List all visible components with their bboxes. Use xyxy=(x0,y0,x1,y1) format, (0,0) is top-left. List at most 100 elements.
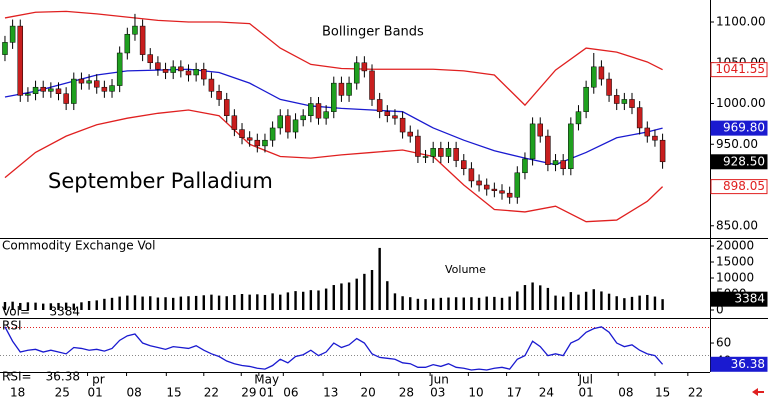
candle-body xyxy=(193,69,199,76)
volume-bar xyxy=(470,297,473,310)
candle-body xyxy=(285,115,291,133)
volume-bar xyxy=(630,296,634,310)
candle-body xyxy=(468,168,475,182)
candle-body xyxy=(25,93,31,96)
volume-bar xyxy=(523,285,527,310)
readout-value: 36.38 xyxy=(46,370,80,384)
volume-bar xyxy=(187,296,190,310)
volume-bar xyxy=(317,290,320,310)
candle-body xyxy=(109,85,115,92)
candle-body xyxy=(483,184,490,190)
candle-body xyxy=(246,137,253,141)
candle-body xyxy=(392,115,398,119)
candle-body xyxy=(331,82,337,112)
candle-body xyxy=(2,42,8,55)
candle-body xyxy=(346,82,352,96)
x-tick-label: 18 xyxy=(10,386,25,400)
candle-body xyxy=(147,54,154,64)
x-group-label: pr xyxy=(92,373,105,387)
volume-bar xyxy=(424,299,427,310)
x-tick-label: 06 xyxy=(283,386,298,400)
volume-bar xyxy=(600,291,603,310)
x-group-label: Jun xyxy=(429,373,449,387)
candle-body xyxy=(629,99,635,108)
volume-bar xyxy=(355,278,358,310)
volume-bar xyxy=(447,297,450,310)
volume-bar xyxy=(194,295,198,310)
x-tick-label: 10 xyxy=(468,386,483,400)
volume-bar xyxy=(386,281,389,310)
candle-body xyxy=(292,119,299,133)
candle-body xyxy=(32,86,39,94)
volume-bar xyxy=(156,297,160,310)
candle-body xyxy=(216,91,222,100)
x-tick-label: 17 xyxy=(507,386,522,400)
candle-body xyxy=(231,115,238,130)
candle-body xyxy=(552,160,559,165)
volume-bar xyxy=(263,294,267,310)
candle-body xyxy=(568,123,574,169)
volume-bar xyxy=(248,294,251,310)
x-tick-label: 13 xyxy=(323,386,338,400)
candle-body xyxy=(659,139,666,163)
candle-body xyxy=(445,148,452,157)
volume-bar xyxy=(462,297,465,310)
x-tick-label: 20 xyxy=(361,386,376,400)
candle-body xyxy=(529,123,536,160)
volume-bar xyxy=(11,301,14,310)
x-tick-label: 25 xyxy=(55,386,70,400)
candle-body xyxy=(86,80,92,84)
last-value-marker xyxy=(710,120,768,136)
x-tick-label: 08 xyxy=(618,386,633,400)
candle-body xyxy=(101,86,108,92)
volume-bar xyxy=(240,294,244,310)
candle-body xyxy=(17,25,24,96)
candle-body xyxy=(636,107,643,129)
volume-bar xyxy=(569,292,573,310)
last-value-marker xyxy=(710,356,768,372)
y-tick-label: 60 xyxy=(716,336,731,350)
volume-bar xyxy=(103,298,106,310)
candle-body xyxy=(537,123,543,137)
candle-body xyxy=(545,135,551,165)
candle-body xyxy=(300,115,306,121)
volume-bar xyxy=(279,294,282,310)
last-value-marker-label: 3384 xyxy=(734,292,765,306)
candle-body xyxy=(575,111,582,125)
volume-bar xyxy=(225,296,228,310)
volume-bar xyxy=(332,285,335,310)
candle-body xyxy=(422,156,429,158)
x-tick-label: 01 xyxy=(259,386,274,400)
volume-bar xyxy=(49,303,53,310)
y-tick-label: 850.00 xyxy=(716,218,758,232)
chart-title: Bollinger Bands xyxy=(322,25,424,40)
volume-bar xyxy=(393,293,397,310)
volume-bar xyxy=(118,296,121,310)
volume-bar xyxy=(64,302,68,310)
volume-bar xyxy=(72,303,75,310)
x-group-label: May xyxy=(254,373,279,387)
volume-bar xyxy=(416,298,420,310)
candle-body xyxy=(71,78,77,104)
x-tick-label: 29 xyxy=(241,386,256,400)
candle-body xyxy=(606,78,612,96)
candle-body xyxy=(560,160,566,169)
candle-body xyxy=(185,70,192,76)
last-value-marker-label: 898.05 xyxy=(723,179,765,193)
volume-bar xyxy=(133,295,137,310)
x-tick-label: 01 xyxy=(88,386,103,400)
scroll-arrow[interactable] xyxy=(752,388,764,396)
volume-bar xyxy=(561,296,565,310)
last-value-marker-label: 1041.55 xyxy=(715,62,765,76)
volume-bar xyxy=(309,290,313,310)
volume-bar xyxy=(592,289,595,310)
volume-bar xyxy=(26,302,30,310)
candle-body xyxy=(155,62,161,70)
candle-body xyxy=(591,66,597,88)
x-tick-label: 28 xyxy=(399,386,414,400)
candle-body xyxy=(476,180,482,186)
rsi-line xyxy=(4,326,664,371)
last-value-marker-label: 36.38 xyxy=(731,357,765,371)
candle-body xyxy=(384,111,391,116)
